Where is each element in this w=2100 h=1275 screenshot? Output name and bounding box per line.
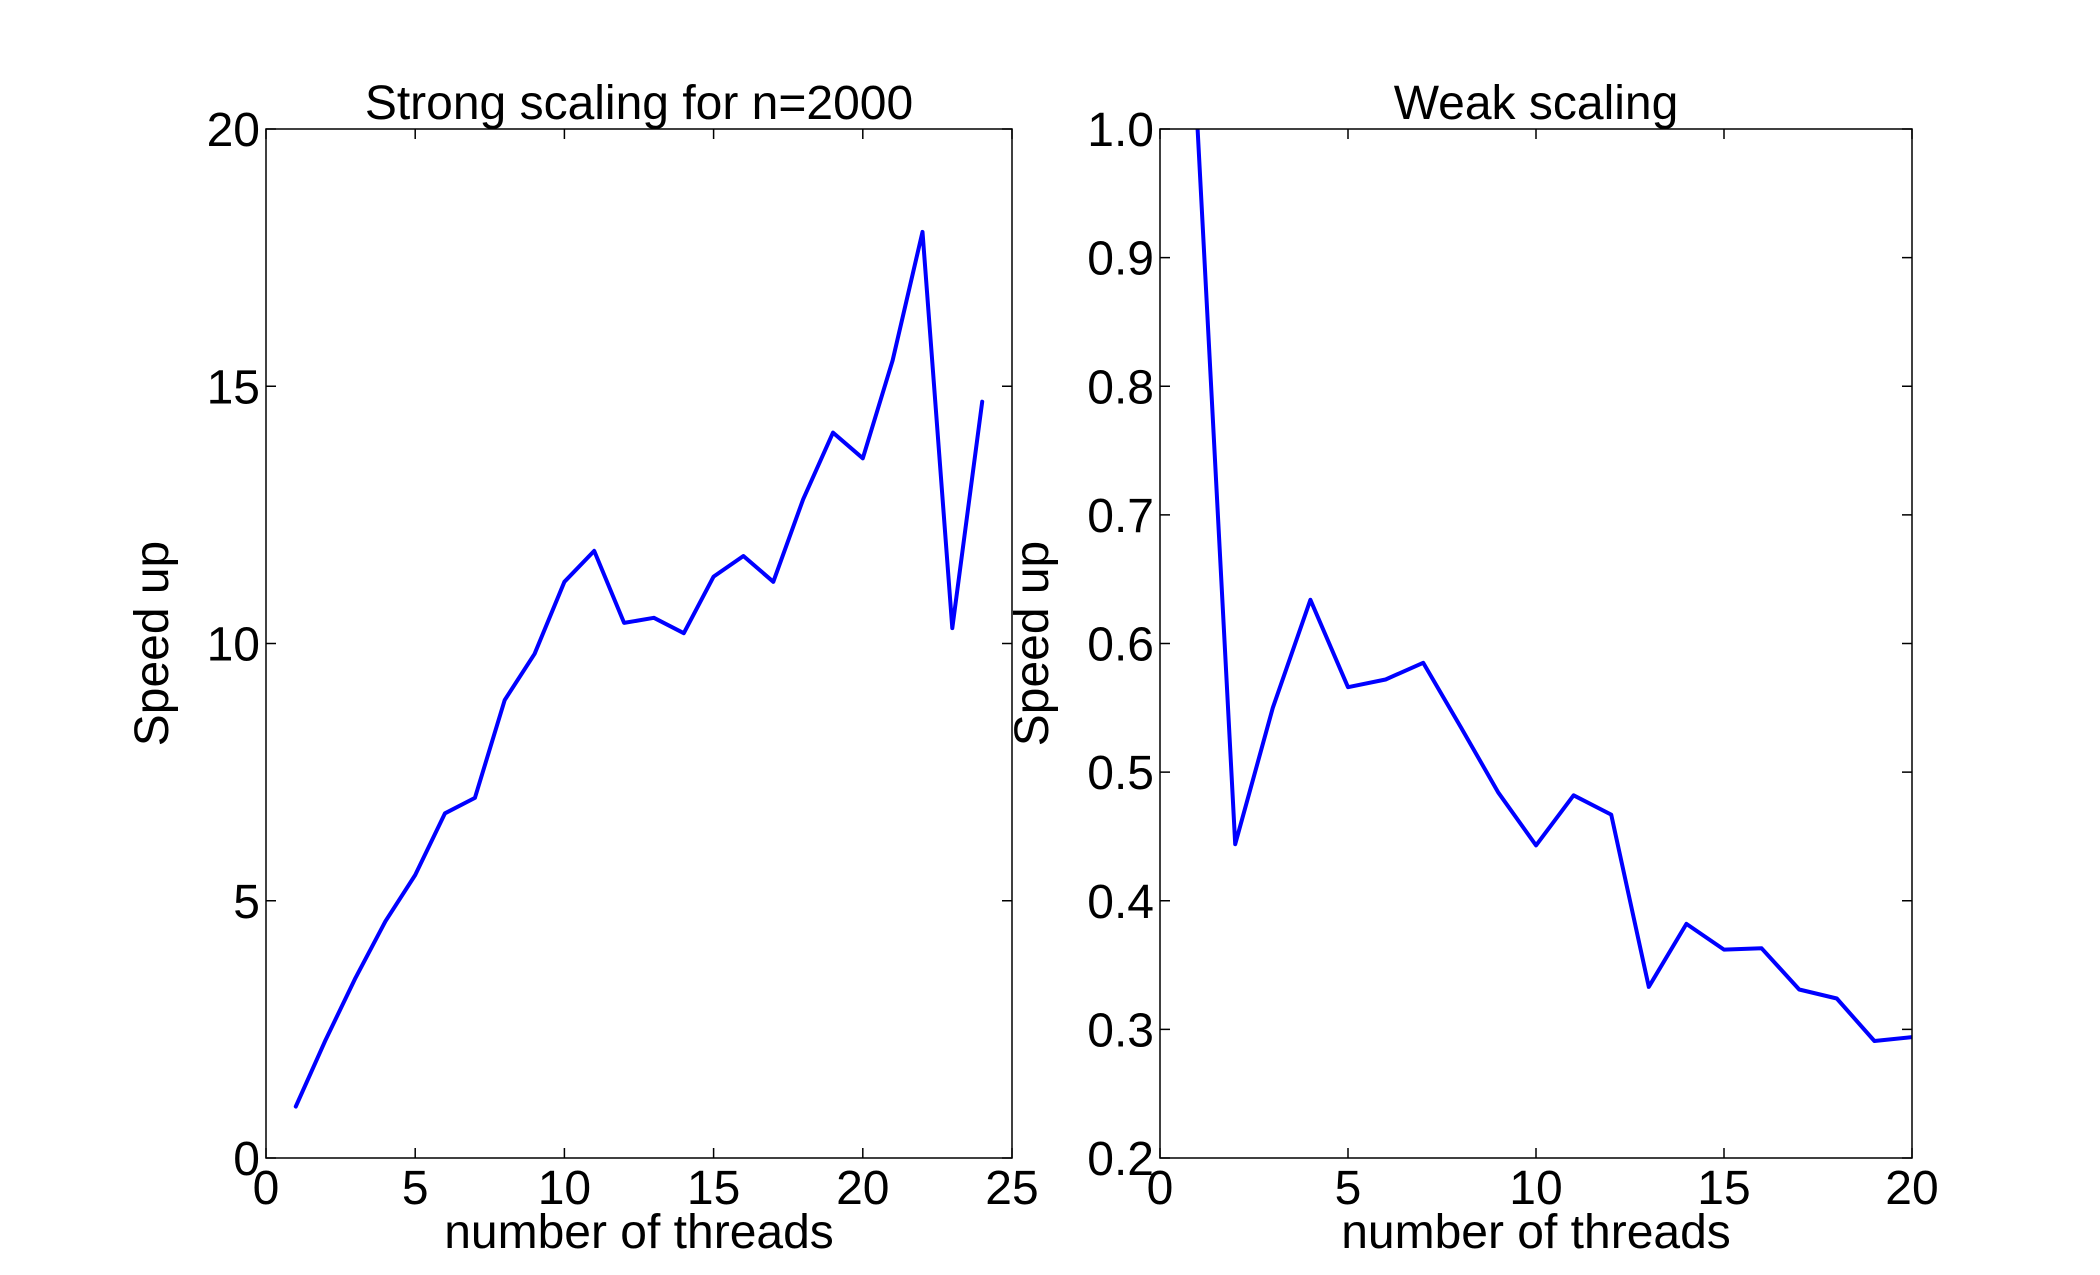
weak-y-tick-label: 0.9 [1087, 233, 1154, 286]
strong-x-tick-label: 20 [836, 1162, 889, 1215]
weak-series-line-0 [1195, 129, 1912, 1043]
weak-y-tick-label: 0.7 [1087, 490, 1154, 543]
weak-y-tick-label: 0.6 [1087, 619, 1154, 672]
strong-scaling-plot: 0 5 10 15 20 25 0 5 10 15 20 Strong scaling for n=2… [126, 77, 1039, 1259]
weak-scaling-plot: 0 5 10 15 20 0.2 0.3 0.4 0.5 0.6 0.7 0.8 0.9 1.0 Weak … [1006, 77, 1939, 1259]
weak-x-tick-label: 20 [1885, 1162, 1938, 1215]
strong-y-tick-label: 15 [207, 361, 260, 414]
strong-y-tick-label: 20 [207, 104, 260, 157]
weak-chart-title: Weak scaling [1394, 77, 1679, 130]
weak-x-tick-label: 15 [1697, 1162, 1750, 1215]
strong-x-tick-label: 10 [538, 1162, 591, 1215]
weak-y-tick-label: 0.8 [1087, 361, 1154, 414]
weak-y-tick-label: 0.3 [1087, 1004, 1154, 1057]
weak-y-tick-label: 0.5 [1087, 747, 1154, 800]
strong-chart-title: Strong scaling for n=2000 [365, 77, 913, 130]
strong-plot-frame [265, 128, 1013, 1159]
weak-y-axis-label: Speed up [1006, 541, 1059, 747]
strong-x-tick-label: 15 [687, 1162, 740, 1215]
weak-x-tick-label: 0 [1147, 1162, 1174, 1215]
weak-x-tick-label: 5 [1335, 1162, 1362, 1215]
strong-x-tick-label: 25 [985, 1162, 1038, 1215]
weak-y-tick-label: 0.2 [1087, 1133, 1154, 1186]
strong-y-tick-label: 5 [233, 876, 260, 929]
strong-y-tick-label: 0 [233, 1133, 260, 1186]
strong-y-axis-label: Speed up [126, 541, 179, 747]
weak-y-tick-label: 0.4 [1087, 876, 1154, 929]
weak-x-tick-label: 10 [1509, 1162, 1562, 1215]
strong-y-tick-label: 10 [207, 619, 260, 672]
strong-x-tick-label: 0 [253, 1162, 280, 1215]
strong-x-axis-label: number of threads [444, 1206, 834, 1259]
weak-plot-frame [1159, 128, 1913, 1159]
strong-series-line-0 [293, 229, 985, 1109]
weak-y-tick-label: 1.0 [1087, 104, 1154, 157]
weak-x-axis-label: number of threads [1341, 1206, 1731, 1259]
strong-x-tick-label: 5 [402, 1162, 429, 1215]
